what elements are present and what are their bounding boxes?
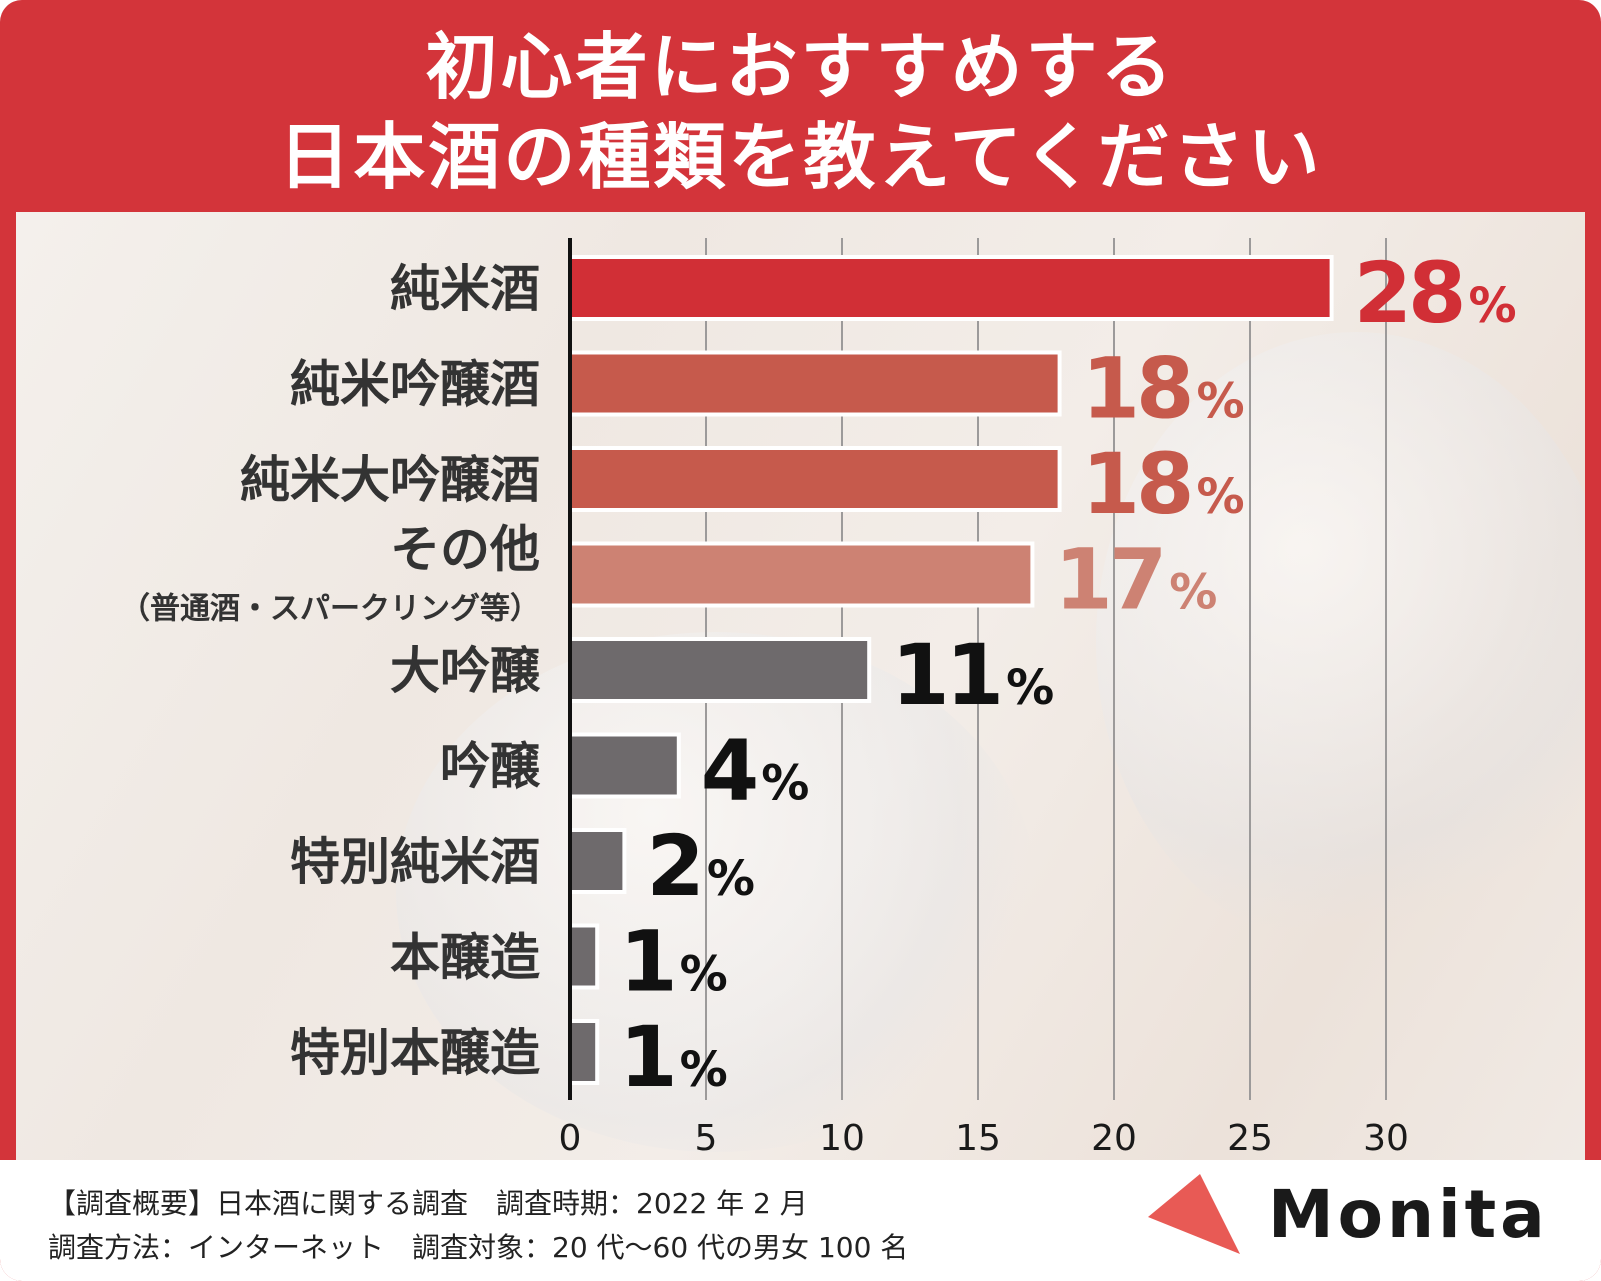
bar bbox=[568, 1019, 600, 1085]
data-label: 4% bbox=[701, 722, 808, 820]
brand-name: Monita bbox=[1268, 1176, 1549, 1253]
brand-triangle-icon bbox=[1148, 1174, 1240, 1254]
x-tick-label: 20 bbox=[1091, 1118, 1137, 1159]
category-label: 純米吟醸酒 bbox=[290, 356, 540, 414]
data-label: 1% bbox=[619, 1008, 726, 1106]
bar bbox=[568, 828, 627, 894]
data-label: 18% bbox=[1082, 340, 1244, 438]
bar bbox=[568, 637, 872, 703]
chart-title: 初心者におすすめする 日本酒の種類を教えてください bbox=[0, 22, 1601, 202]
category-label: 特別本醸造 bbox=[290, 1024, 540, 1082]
category-label: 吟醸 bbox=[440, 738, 541, 796]
title-line-2: 日本酒の種類を教えてください bbox=[278, 115, 1323, 199]
x-tick-label: 10 bbox=[819, 1118, 865, 1159]
x-tick-label: 15 bbox=[955, 1118, 1001, 1159]
brand-logo-icon bbox=[1148, 1174, 1240, 1254]
bar bbox=[568, 350, 1062, 417]
x-tick-label: 5 bbox=[695, 1118, 718, 1159]
data-label: 2% bbox=[646, 817, 753, 915]
bar bbox=[568, 732, 681, 799]
bar bbox=[568, 446, 1062, 512]
x-tick-label: 30 bbox=[1363, 1118, 1409, 1159]
data-label: 18% bbox=[1082, 435, 1244, 533]
data-label: 1% bbox=[619, 913, 726, 1011]
survey-summary-line-2: 調査方法：インターネット 調査対象：20 代～60 代の男女 100 名 bbox=[48, 1231, 909, 1264]
survey-summary-line-1: 【調査概要】日本酒に関する調査 調査時期：2022 年 2 月 bbox=[48, 1187, 808, 1220]
category-label: 特別純米酒 bbox=[290, 833, 540, 891]
bar bbox=[568, 255, 1334, 321]
category-label: 本醸造 bbox=[390, 929, 540, 987]
data-label: 28% bbox=[1354, 244, 1516, 342]
x-tick-label: 25 bbox=[1227, 1118, 1273, 1159]
category-label: 純米酒 bbox=[390, 260, 540, 318]
bar bbox=[568, 923, 600, 990]
x-tick-label: 0 bbox=[559, 1118, 582, 1159]
category-label: 純米大吟醸酒 bbox=[240, 451, 540, 509]
bar bbox=[568, 541, 1035, 608]
title-line-1: 初心者におすすめする bbox=[425, 25, 1176, 109]
footer bbox=[0, 1160, 1601, 1281]
data-label: 17% bbox=[1054, 531, 1216, 629]
category-label: その他 bbox=[390, 521, 540, 579]
category-label: 大吟醸 bbox=[390, 642, 541, 700]
data-label: 11% bbox=[891, 626, 1053, 724]
background-glass-center bbox=[396, 632, 1036, 1152]
category-sublabel: （普通酒・スパークリング等） bbox=[120, 592, 540, 627]
background-glass-right bbox=[1096, 332, 1585, 952]
